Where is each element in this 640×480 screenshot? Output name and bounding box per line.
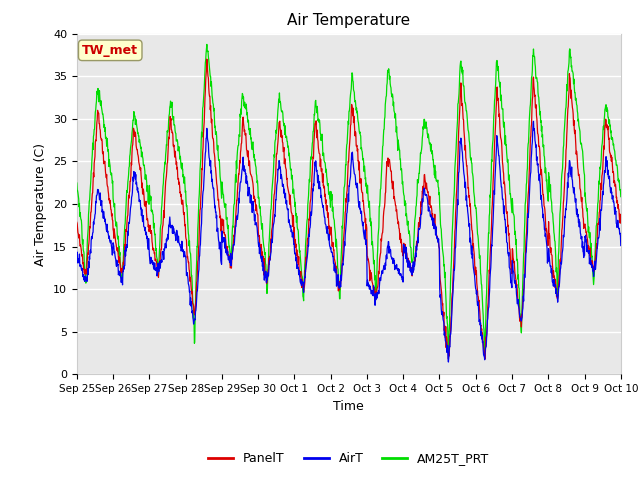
PanelT bbox=[203, 56, 211, 62]
PanelT bbox=[505, 230, 513, 236]
PanelT bbox=[255, 233, 263, 239]
AirT bbox=[505, 253, 513, 259]
Text: TW_met: TW_met bbox=[82, 44, 138, 57]
PanelT bbox=[553, 293, 561, 299]
Y-axis label: Air Temperature (C): Air Temperature (C) bbox=[35, 143, 47, 265]
PanelT bbox=[445, 356, 452, 362]
AirT bbox=[180, 249, 188, 254]
AirT bbox=[255, 243, 262, 249]
PanelT bbox=[180, 217, 188, 223]
AM25T_PRT bbox=[553, 272, 561, 278]
PanelT bbox=[434, 237, 442, 242]
AM25T_PRT bbox=[434, 179, 442, 185]
Legend: PanelT, AirT, AM25T_PRT: PanelT, AirT, AM25T_PRT bbox=[203, 447, 495, 470]
AirT bbox=[530, 119, 538, 124]
PanelT bbox=[194, 259, 202, 264]
PanelT bbox=[73, 219, 81, 225]
AM25T_PRT bbox=[180, 174, 188, 180]
AM25T_PRT bbox=[445, 353, 452, 359]
Title: Air Temperature: Air Temperature bbox=[287, 13, 410, 28]
AM25T_PRT bbox=[505, 177, 513, 183]
AM25T_PRT bbox=[73, 180, 81, 186]
AirT bbox=[445, 359, 452, 365]
PanelT bbox=[617, 217, 625, 223]
Line: PanelT: PanelT bbox=[77, 59, 621, 359]
AirT bbox=[433, 236, 441, 241]
AirT bbox=[617, 242, 625, 248]
AM25T_PRT bbox=[194, 226, 202, 232]
X-axis label: Time: Time bbox=[333, 400, 364, 413]
AirT bbox=[73, 253, 81, 259]
AirT bbox=[553, 293, 561, 299]
Line: AM25T_PRT: AM25T_PRT bbox=[77, 44, 621, 356]
AM25T_PRT bbox=[203, 41, 211, 47]
AirT bbox=[194, 282, 202, 288]
AM25T_PRT bbox=[617, 194, 625, 200]
Line: AirT: AirT bbox=[77, 121, 621, 362]
AM25T_PRT bbox=[255, 195, 263, 201]
